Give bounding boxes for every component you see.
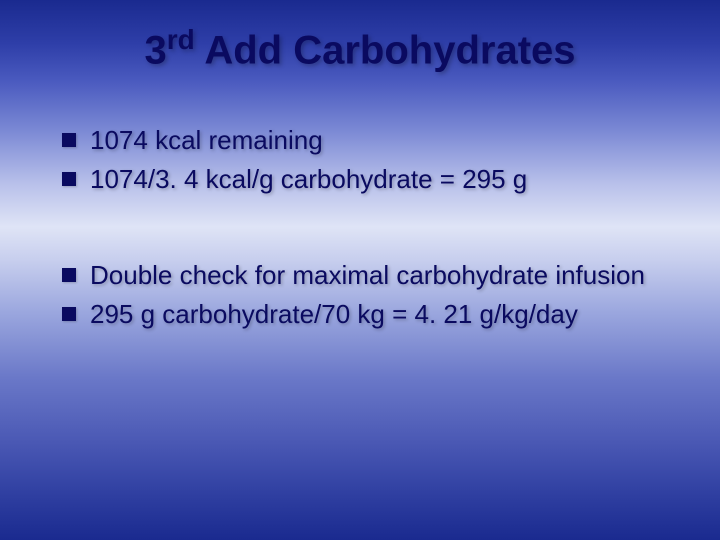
square-bullet-icon	[62, 133, 76, 147]
bullet-text: 1074 kcal remaining	[90, 124, 662, 157]
bullet-text: 295 g carbohydrate/70 kg = 4. 21 g/kg/da…	[90, 298, 662, 331]
list-item: 1074/3. 4 kcal/g carbohydrate = 295 g	[62, 163, 662, 196]
list-item: Double check for maximal carbohydrate in…	[62, 259, 662, 292]
title-ordinal-number: 3	[144, 28, 166, 72]
slide-title: 3rd Add Carbohydrates	[0, 24, 720, 73]
slide-body: 1074 kcal remaining 1074/3. 4 kcal/g car…	[62, 124, 662, 393]
title-ordinal-suffix: rd	[167, 24, 195, 55]
title-rest: Add Carbohydrates	[195, 28, 576, 72]
slide: 3rd Add Carbohydrates 1074 kcal remainin…	[0, 0, 720, 540]
square-bullet-icon	[62, 172, 76, 186]
bullet-group: Double check for maximal carbohydrate in…	[62, 259, 662, 332]
bullet-group: 1074 kcal remaining 1074/3. 4 kcal/g car…	[62, 124, 662, 197]
list-item: 295 g carbohydrate/70 kg = 4. 21 g/kg/da…	[62, 298, 662, 331]
square-bullet-icon	[62, 307, 76, 321]
list-item: 1074 kcal remaining	[62, 124, 662, 157]
square-bullet-icon	[62, 268, 76, 282]
bullet-text: Double check for maximal carbohydrate in…	[90, 259, 662, 292]
bullet-text: 1074/3. 4 kcal/g carbohydrate = 295 g	[90, 163, 662, 196]
